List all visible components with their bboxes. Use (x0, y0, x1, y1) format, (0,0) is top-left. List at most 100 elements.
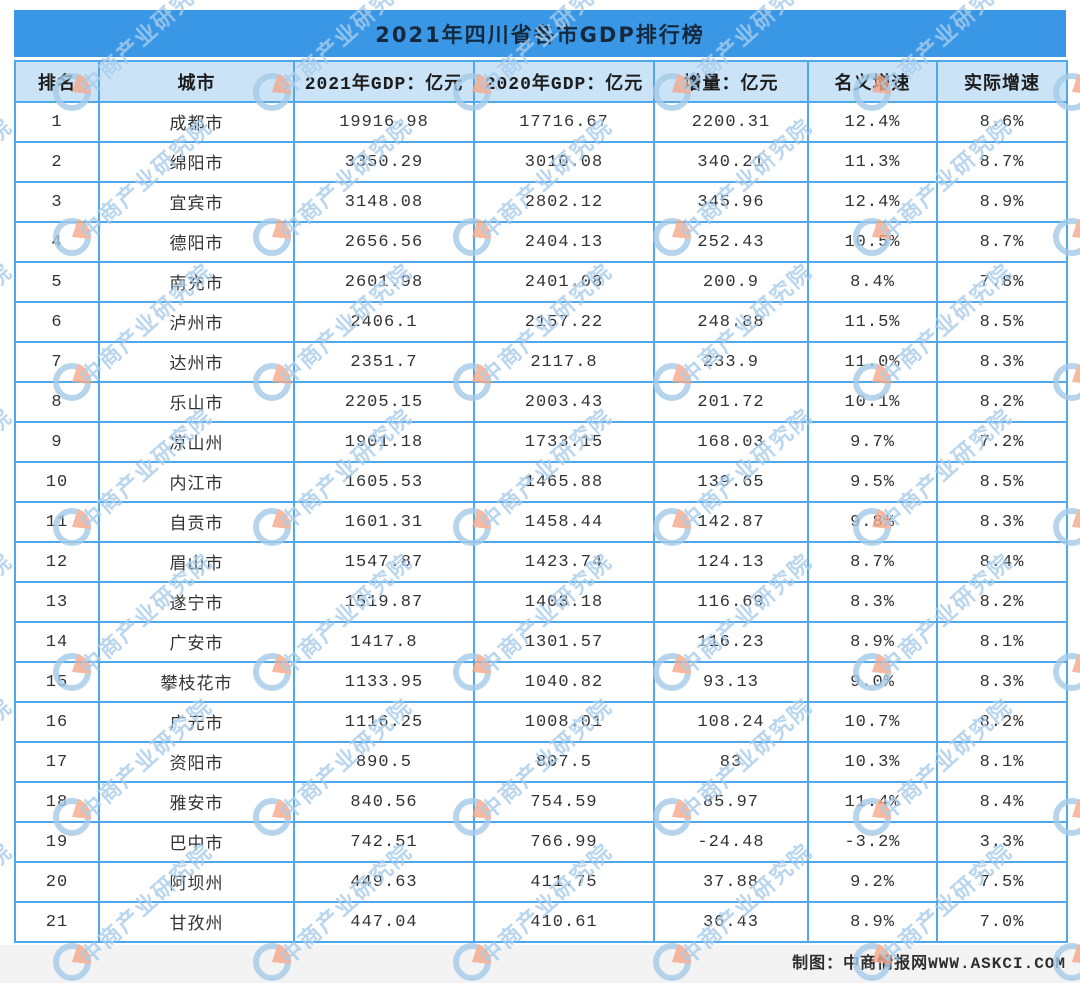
table-cell: 甘孜州 (98, 901, 295, 943)
table-cell: 7.2% (936, 421, 1068, 463)
table-cell: 7 (14, 341, 100, 383)
content-area: 2021年四川省各市GDP排行榜 排名 城市 2021年GDP：亿元 2020年… (14, 10, 1068, 943)
table-row: 12 眉山市 1547.87 1423.74 124.13 8.7% 8.4% (14, 541, 1068, 583)
table-cell: 19 (14, 821, 100, 863)
table-row: 7 达州市 2351.7 2117.8 233.9 11.0% 8.3% (14, 341, 1068, 383)
table-cell: 1008.01 (473, 701, 655, 743)
table-cell: 凉山州 (98, 421, 295, 463)
table-cell: 内江市 (98, 461, 295, 503)
table-row: 16 广元市 1116.25 1008.01 108.24 10.7% 8.2% (14, 701, 1068, 743)
table-cell: 绵阳市 (98, 141, 295, 183)
table-cell: -24.48 (653, 821, 809, 863)
table-cell: 168.03 (653, 421, 809, 463)
table-cell: 3 (14, 181, 100, 223)
table-cell: 37.88 (653, 861, 809, 903)
table-cell: 116.69 (653, 581, 809, 623)
table-cell: 8.1% (936, 741, 1068, 783)
table-cell: 8.7% (807, 541, 938, 583)
table-cell: 9.0% (807, 661, 938, 703)
table-cell: 411.75 (473, 861, 655, 903)
table-cell: 2401.08 (473, 261, 655, 303)
column-header-increment: 增量：亿元 (653, 60, 809, 103)
table-cell: 2404.13 (473, 221, 655, 263)
table-cell: 3148.08 (293, 181, 475, 223)
table-cell: 1601.31 (293, 501, 475, 543)
table-cell: 10.7% (807, 701, 938, 743)
table-row: 18 雅安市 840.56 754.59 85.97 11.4% 8.4% (14, 781, 1068, 823)
table-cell: 9.5% (807, 461, 938, 503)
table-cell: 1465.88 (473, 461, 655, 503)
table-cell: 11 (14, 501, 100, 543)
table-cell: 17716.67 (473, 101, 655, 143)
table-cell: 13 (14, 581, 100, 623)
table-cell: 5 (14, 261, 100, 303)
table-cell: 2802.12 (473, 181, 655, 223)
table-cell: 广安市 (98, 621, 295, 663)
table-cell: 9.2% (807, 861, 938, 903)
table-cell: 8.7% (936, 221, 1068, 263)
table-cell: 巴中市 (98, 821, 295, 863)
watermark-text: 中商产业研究院 (1076, 259, 1080, 391)
watermark-text: 中商产业研究院 (1076, 694, 1080, 826)
table-cell: 2656.56 (293, 221, 475, 263)
table-row: 10 内江市 1605.53 1465.88 139.65 9.5% 8.5% (14, 461, 1068, 503)
table-cell: 85.97 (653, 781, 809, 823)
table-row: 1 成都市 19916.98 17716.67 2200.31 12.4% 8.6% (14, 101, 1068, 143)
table-cell: 124.13 (653, 541, 809, 583)
table-cell: 8.4% (936, 781, 1068, 823)
table-cell: 2 (14, 141, 100, 183)
table-cell: 4 (14, 221, 100, 263)
table-cell: 1519.87 (293, 581, 475, 623)
table-cell: 3350.29 (293, 141, 475, 183)
table-cell: 2003.43 (473, 381, 655, 423)
table-cell: 8.7% (936, 141, 1068, 183)
table-cell: 8.4% (936, 541, 1068, 583)
table-cell: 10.3% (807, 741, 938, 783)
title-bar: 2021年四川省各市GDP排行榜 (14, 10, 1066, 57)
table-cell: 乐山市 (98, 381, 295, 423)
table-cell: 攀枝花市 (98, 661, 295, 703)
table-row: 13 遂宁市 1519.87 1403.18 116.69 8.3% 8.2% (14, 581, 1068, 623)
table-cell: 8.9% (807, 621, 938, 663)
table-cell: 1423.74 (473, 541, 655, 583)
table-cell: 11.3% (807, 141, 938, 183)
table-cell: 德阳市 (98, 221, 295, 263)
column-header-gdp-2021: 2021年GDP：亿元 (293, 60, 475, 103)
table-cell: 自贡市 (98, 501, 295, 543)
credit-text: 制图：中商情报网WWW.ASKCI.COM (792, 955, 1066, 973)
footer-bar: 制图：中商情报网WWW.ASKCI.COM (0, 945, 1080, 983)
table-cell: 108.24 (653, 701, 809, 743)
table-cell: 阿坝州 (98, 861, 295, 903)
table-cell: 17 (14, 741, 100, 783)
table-body: 1 成都市 19916.98 17716.67 2200.31 12.4% 8.6% 2 绵阳市… (14, 101, 1068, 943)
table-cell: 8.2% (936, 381, 1068, 423)
table-cell: 1040.82 (473, 661, 655, 703)
table-header: 排名 城市 2021年GDP：亿元 2020年GDP：亿元 增量：亿元 名义增速… (14, 60, 1068, 103)
table-cell: 8 (14, 381, 100, 423)
table-cell: 233.9 (653, 341, 809, 383)
table-cell: 11.4% (807, 781, 938, 823)
table-row: 4 德阳市 2656.56 2404.13 252.43 10.5% 8.7% (14, 221, 1068, 263)
table-cell: 840.56 (293, 781, 475, 823)
table-row: 8 乐山市 2205.15 2003.43 201.72 10.1% 8.2% (14, 381, 1068, 423)
table-cell: 8.9% (807, 901, 938, 943)
table-cell: 12.4% (807, 101, 938, 143)
table-cell: 8.2% (936, 701, 1068, 743)
table-cell: 19916.98 (293, 101, 475, 143)
table-cell: 10.1% (807, 381, 938, 423)
column-header-city: 城市 (98, 60, 295, 103)
table-cell: 雅安市 (98, 781, 295, 823)
table-cell: 8.3% (936, 661, 1068, 703)
table-cell: 10.5% (807, 221, 938, 263)
table-cell: 1417.8 (293, 621, 475, 663)
table-cell: 8.3% (936, 341, 1068, 383)
table-row: 17 资阳市 890.5 807.5 83 10.3% 8.1% (14, 741, 1068, 783)
table-cell: 248.88 (653, 301, 809, 343)
gdp-ranking-table: 排名 城市 2021年GDP：亿元 2020年GDP：亿元 增量：亿元 名义增速… (14, 60, 1068, 943)
table-cell: -3.2% (807, 821, 938, 863)
table-cell: 200.9 (653, 261, 809, 303)
table-cell: 11.0% (807, 341, 938, 383)
table-cell: 8.9% (936, 181, 1068, 223)
table-cell: 36.43 (653, 901, 809, 943)
table-cell: 1301.57 (473, 621, 655, 663)
